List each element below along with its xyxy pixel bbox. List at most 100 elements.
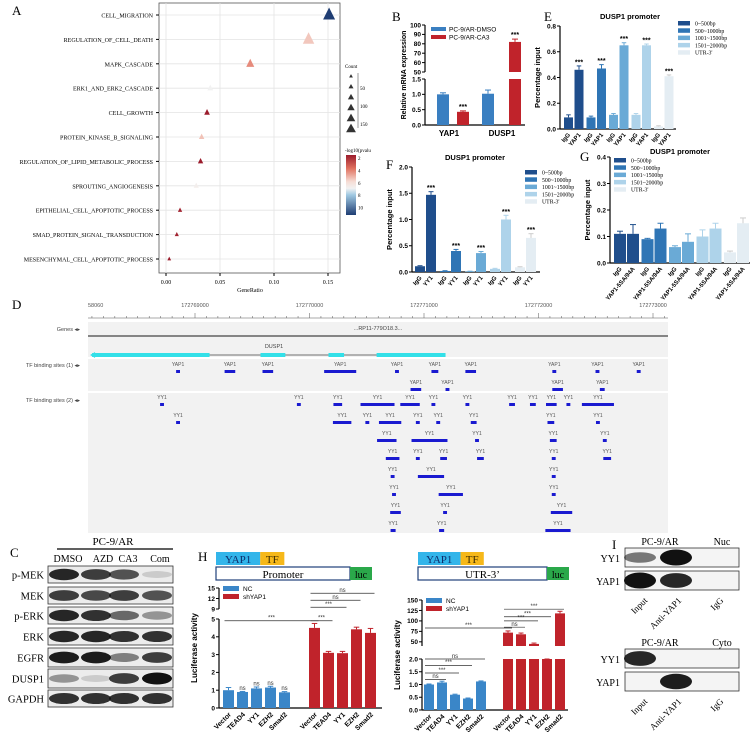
h1-tick-label: 12 xyxy=(208,596,216,603)
blot-band xyxy=(142,652,172,663)
blot-band xyxy=(109,653,139,662)
tf-track-1 xyxy=(88,359,668,391)
tf-site-label: YAP1 xyxy=(632,362,645,368)
tf-site-label: YY1 xyxy=(440,503,450,509)
genes-track xyxy=(88,322,668,357)
tf-binding-site xyxy=(431,370,439,373)
tf-site-label: YY1 xyxy=(413,413,423,419)
bar-e xyxy=(631,114,641,129)
tf-binding-site xyxy=(439,529,445,532)
color-legend-tick: 4 xyxy=(358,169,361,174)
bar-h2 xyxy=(476,681,486,710)
tf-binding-site xyxy=(176,370,181,373)
significance-label: *** xyxy=(502,209,510,216)
bar-b xyxy=(482,93,494,125)
blot-band xyxy=(109,692,139,705)
tf-site-label: YY1 xyxy=(549,485,559,491)
legend-swatch xyxy=(614,187,626,192)
construct-reporter-label: luc xyxy=(552,570,565,581)
h1-tick-label: 15 xyxy=(208,585,216,592)
blot-band xyxy=(81,651,111,664)
f-tick-label: 1.5 xyxy=(399,191,408,198)
tf-binding-site xyxy=(417,475,445,478)
bar-f xyxy=(501,219,511,272)
h2-tick-label: 150 xyxy=(407,597,418,604)
bar-g xyxy=(696,236,709,263)
x-category-label: YAP1 xyxy=(591,132,606,148)
legend-swatch xyxy=(525,199,537,204)
b-tick-label: 1.0 xyxy=(412,92,421,99)
color-legend-title: -log10(pvalu xyxy=(345,149,371,154)
tf-binding-site xyxy=(390,529,396,532)
tf-binding-site xyxy=(332,421,352,424)
significance-label: *** xyxy=(575,59,583,66)
tf-site-label: YY1 xyxy=(528,395,538,401)
tf-binding-site xyxy=(438,493,463,496)
gene-label-dusp1: DUSP1 xyxy=(265,344,283,350)
coip-header: PC-9/AR xyxy=(641,537,679,548)
legend-swatch xyxy=(678,28,690,33)
term-label: MESENCHYMAL_CELL_APOPTOTIC_PROCESS xyxy=(24,258,153,264)
tf-site-label: YY1 xyxy=(463,395,473,401)
bar-h1 xyxy=(309,627,320,708)
data-point-triangle xyxy=(177,207,183,212)
bar-h2 xyxy=(555,613,565,646)
x-category-label: IgG xyxy=(695,266,706,278)
blot-band xyxy=(49,630,79,643)
bar-g xyxy=(654,228,667,263)
tf-binding-site xyxy=(395,370,399,373)
legend-swatch xyxy=(678,42,690,48)
comparison-label: ns xyxy=(432,674,438,680)
bar-f xyxy=(440,270,450,272)
blot-band xyxy=(49,674,79,683)
x-category-label: YAP1 xyxy=(568,132,583,148)
blot-band xyxy=(81,692,111,705)
exon xyxy=(376,353,446,357)
bar-g xyxy=(737,223,749,263)
legend-swatch xyxy=(614,158,626,163)
bar-e xyxy=(664,76,674,129)
bar-f xyxy=(451,251,461,272)
lane-label: Com xyxy=(150,554,170,565)
coip-header: PC-9/AR xyxy=(641,638,679,649)
tf-site-label: YAP1 xyxy=(334,362,347,368)
tf-site-label: YY1 xyxy=(472,431,482,437)
term-label: CELL_GROWTH xyxy=(109,111,154,117)
blot-band xyxy=(142,672,172,685)
axis-coordinate-label: 172773000 xyxy=(639,303,667,309)
bar-b xyxy=(437,94,449,125)
y-axis-label: Luciferase activity xyxy=(190,613,199,683)
bar-h2 xyxy=(424,684,434,710)
construct-tf-a-label: YAP1 xyxy=(225,554,251,566)
tf-binding-site xyxy=(599,388,605,391)
tf-binding-site xyxy=(415,421,420,424)
tf-site-label: YY1 xyxy=(547,395,557,401)
f-tick-label: 1.0 xyxy=(399,217,408,224)
legend-label: 1501~2000bp xyxy=(631,180,663,186)
x-category-label: IgG xyxy=(606,132,617,144)
construct-tf-a-label: YAP1 xyxy=(426,554,452,566)
color-legend-tick: 10 xyxy=(358,207,364,212)
coip-row-label: YY1 xyxy=(601,655,620,666)
x-category-label: YY1 xyxy=(448,275,460,288)
size-legend-tick: 100 xyxy=(360,105,368,110)
tf-site-label: YY1 xyxy=(549,467,559,473)
panel-letter-f: F xyxy=(386,157,394,172)
bar-f xyxy=(426,194,436,272)
legend-swatch xyxy=(525,191,537,197)
blot-band xyxy=(142,630,172,643)
tf-site-label: YY1 xyxy=(385,413,395,419)
tf-binding-site xyxy=(550,511,573,514)
b-tick-label: 0.0 xyxy=(412,122,421,129)
bar-e xyxy=(597,68,606,129)
tf-binding-site xyxy=(224,370,236,373)
x-category-label: IgG xyxy=(413,275,424,287)
significance-label: ns xyxy=(281,686,287,692)
x-category-label: IgG xyxy=(513,275,524,287)
tf-site-label: YY1 xyxy=(173,413,183,419)
bar-e xyxy=(609,114,618,129)
track-label-tf2: TF binding sites (2) ◂▸ xyxy=(26,398,80,404)
tf-site-label: YY1 xyxy=(507,395,517,401)
data-point-triangle xyxy=(193,182,199,188)
x-category-label: IgG xyxy=(640,266,651,278)
